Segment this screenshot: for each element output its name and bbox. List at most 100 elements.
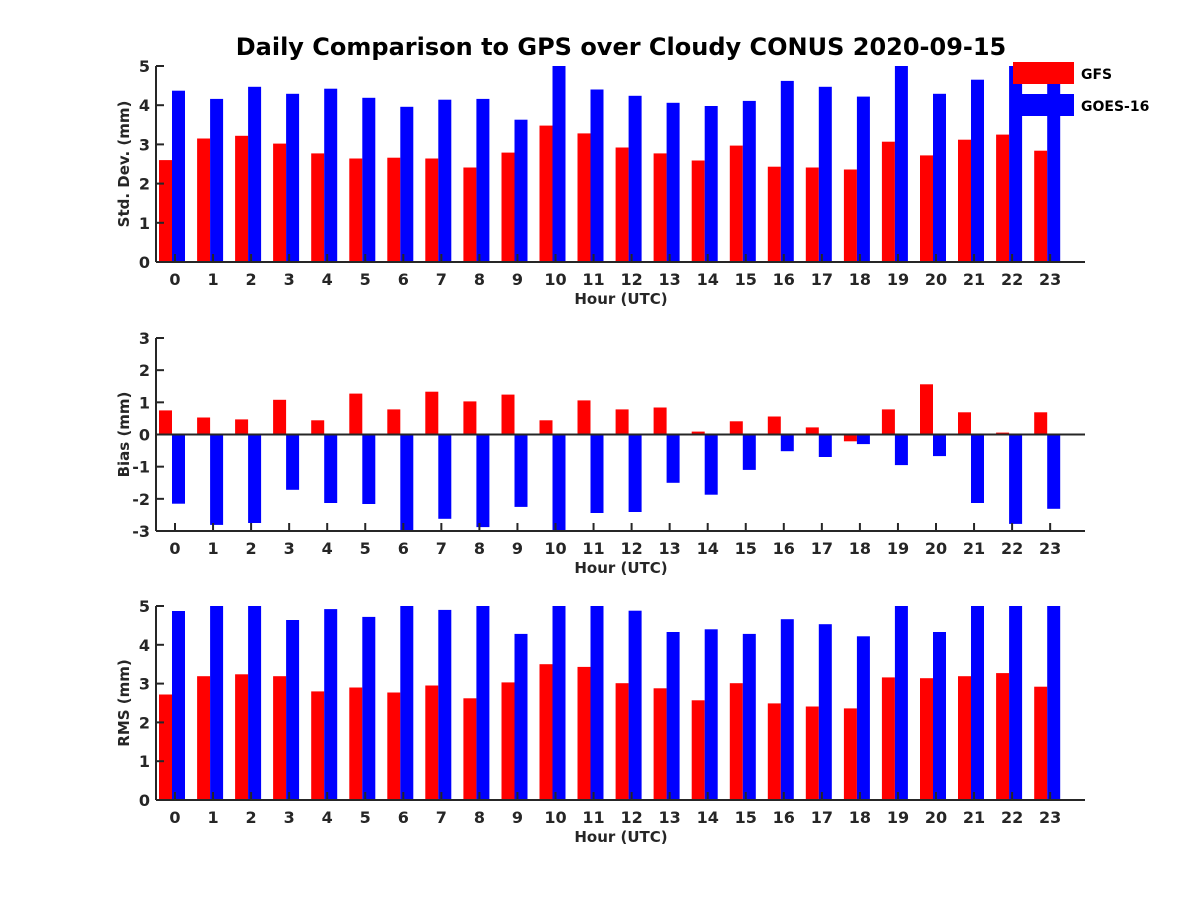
x-tick-label: 8 — [474, 808, 485, 827]
bar-gfs-hour-20 — [920, 384, 933, 435]
x-tick-label: 0 — [169, 808, 180, 827]
bar-goes-16-hour-11 — [590, 434, 604, 513]
bar-gfs-hour-1 — [197, 676, 211, 800]
bar-goes-16-hour-5 — [362, 616, 376, 800]
bar-goes-16-hour-4 — [324, 434, 338, 503]
bar-goes-16-hour-15 — [742, 100, 756, 263]
x-tick-label: 10 — [544, 270, 566, 289]
bar-gfs-hour-9 — [501, 394, 515, 435]
bar-goes-16-hour-18 — [856, 636, 870, 800]
bar-goes-16-hour-10 — [552, 66, 566, 262]
x-tick-label: 21 — [963, 808, 985, 827]
bar-gfs-hour-0 — [159, 160, 172, 262]
bar-gfs-hour-7 — [425, 158, 439, 262]
legend-label-goes-16: GOES-16 — [1081, 99, 1149, 115]
x-tick-label: 3 — [284, 539, 295, 558]
bar-goes-16-hour-10 — [552, 434, 566, 531]
bar-goes-16-hour-13 — [666, 102, 680, 262]
bar-goes-16-hour-0 — [172, 434, 185, 504]
x-tick-label: 11 — [582, 270, 604, 289]
legend: GFS GOES-16 — [1013, 62, 1149, 116]
bar-goes-16-hour-13 — [666, 632, 680, 800]
x-tick-label: 17 — [811, 808, 833, 827]
x-tick-label: 1 — [207, 539, 218, 558]
y-tick-label: 5 — [139, 597, 150, 616]
bar-goes-16-hour-9 — [514, 119, 528, 262]
bar-goes-16-hour-6 — [400, 434, 414, 531]
bar-gfs-hour-3 — [273, 143, 287, 262]
x-tick-label: 12 — [620, 539, 642, 558]
bar-gfs-hour-23 — [1034, 686, 1048, 800]
x-tick-label: 19 — [887, 808, 909, 827]
x-tick-label: 12 — [620, 808, 642, 827]
bar-goes-16-hour-23 — [1047, 434, 1061, 509]
bar-goes-16-hour-4 — [324, 88, 338, 262]
y-tick-label: 3 — [139, 675, 150, 694]
x-tick-label: 10 — [544, 539, 566, 558]
bar-goes-16-hour-9 — [514, 434, 528, 507]
y-tick-label: 2 — [139, 713, 150, 732]
bar-goes-16-hour-20 — [933, 93, 946, 262]
x-tick-label: 22 — [1001, 270, 1023, 289]
bar-goes-16-hour-1 — [210, 606, 224, 800]
bar-goes-16-hour-2 — [248, 434, 262, 523]
bar-gfs-hour-15 — [729, 145, 743, 262]
x-tick-label: 14 — [697, 539, 719, 558]
bar-goes-16-hour-10 — [552, 606, 566, 800]
bar-goes-16-hour-6 — [400, 606, 414, 800]
bar-gfs-hour-20 — [920, 678, 933, 800]
x-tick-label: 23 — [1039, 539, 1061, 558]
bar-gfs-hour-1 — [197, 138, 211, 262]
x-tick-label: 21 — [963, 270, 985, 289]
x-axis-label: Hour (UTC) — [574, 290, 667, 308]
bar-gfs-hour-17 — [805, 706, 819, 800]
x-tick-label: 18 — [849, 808, 871, 827]
legend-swatch-gfs — [1013, 62, 1074, 84]
x-axis-label: Hour (UTC) — [574, 828, 667, 846]
bar-gfs-hour-22 — [996, 134, 1010, 262]
x-tick-label: 18 — [849, 270, 871, 289]
bar-goes-16-hour-20 — [933, 434, 946, 457]
bar-gfs-hour-12 — [615, 147, 629, 262]
bar-goes-16-hour-11 — [590, 606, 604, 800]
bar-goes-16-hour-22 — [1009, 434, 1023, 524]
x-tick-label: 3 — [284, 808, 295, 827]
x-tick-label: 8 — [474, 270, 485, 289]
x-tick-label: 5 — [360, 539, 371, 558]
x-tick-label: 15 — [735, 270, 757, 289]
bar-gfs-hour-21 — [958, 412, 971, 435]
x-tick-label: 15 — [735, 808, 757, 827]
bar-goes-16-hour-7 — [438, 434, 452, 519]
x-tick-label: 14 — [697, 270, 719, 289]
x-tick-label: 7 — [436, 539, 447, 558]
x-tick-label: 21 — [963, 539, 985, 558]
bar-goes-16-hour-3 — [286, 620, 300, 800]
bar-gfs-hour-10 — [539, 125, 553, 262]
bar-gfs-hour-10 — [539, 664, 553, 800]
bar-gfs-hour-16 — [767, 166, 781, 262]
y-axis-label: Std. Dev. (mm) — [115, 101, 133, 228]
bar-goes-16-hour-21 — [971, 79, 984, 262]
bar-gfs-hour-12 — [615, 683, 629, 800]
bar-gfs-hour-2 — [235, 135, 249, 262]
x-tick-label: 23 — [1039, 808, 1061, 827]
y-tick-label: 5 — [139, 57, 150, 76]
bar-gfs-hour-21 — [958, 139, 971, 262]
bar-gfs-hour-3 — [273, 676, 287, 800]
legend-label-gfs: GFS — [1081, 67, 1112, 83]
bar-goes-16-hour-17 — [818, 624, 832, 800]
x-tick-label: 16 — [773, 539, 795, 558]
x-tick-label: 1 — [207, 270, 218, 289]
bar-goes-16-hour-19 — [894, 606, 908, 800]
bar-gfs-hour-11 — [577, 666, 591, 800]
x-tick-label: 10 — [544, 808, 566, 827]
bar-gfs-hour-6 — [387, 409, 401, 435]
bar-gfs-hour-19 — [881, 409, 895, 435]
bar-goes-16-hour-16 — [780, 80, 794, 263]
bar-gfs-hour-11 — [577, 400, 591, 435]
x-tick-label: 0 — [169, 270, 180, 289]
x-tick-label: 4 — [322, 539, 333, 558]
bar-gfs-hour-22 — [996, 673, 1010, 800]
bar-gfs-hour-1 — [197, 417, 211, 435]
